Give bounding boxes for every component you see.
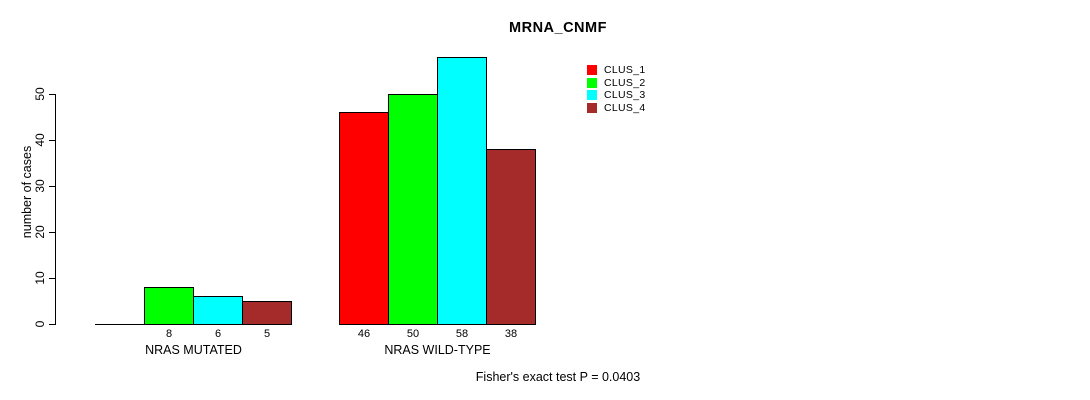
bar-value-label: 5 [263,328,271,340]
legend-item-clus-1: CLUS_1 [587,64,646,77]
chart-title: MRNA_CNMF [509,20,607,36]
bar-value-label: 50 [406,328,420,340]
y-tick-label: 10 [33,271,47,285]
legend-swatch-icon [587,77,597,88]
category-label-nras-wild-type: NRAS WILD-TYPE [384,343,491,357]
legend-swatch-icon [587,90,597,101]
y-tick-label: 40 [33,133,47,147]
bar-clus-4-nras-mutated [242,301,292,325]
legend-item-clus-4: CLUS_4 [587,102,646,115]
legend-swatch-icon [587,102,597,113]
bar-clus-2-nras-mutated [144,287,194,325]
y-tick [49,140,55,141]
y-tick [49,94,55,95]
bar-value-label: 8 [165,328,173,340]
legend-label: CLUS_1 [604,64,646,77]
y-tick-label: 20 [33,225,47,239]
legend-label: CLUS_3 [604,89,646,102]
y-tick [49,278,55,279]
y-tick-label: 50 [33,87,47,101]
annotation-text: Fisher's exact test P = 0.0403 [475,370,641,384]
category-label-nras-mutated: NRAS MUTATED [145,343,242,357]
legend-item-clus-3: CLUS_3 [587,89,646,102]
bar-value-label: 46 [357,328,371,340]
y-axis-line [55,94,56,325]
y-tick [49,232,55,233]
bar-clus-2-nras-wild-type [388,94,438,325]
bar-value-label: 58 [455,328,469,340]
legend-label: CLUS_2 [604,76,646,89]
bar-clus-3-nras-wild-type [437,57,487,325]
bar-clus-4-nras-wild-type [486,149,536,325]
legend-swatch-icon [587,65,597,76]
bar-clus-1-nras-mutated [95,324,145,325]
bar-value-label: 38 [504,328,518,340]
legend: CLUS_1 CLUS_2 CLUS_3 CLUS_4 [587,64,646,114]
bar-value-label: 6 [214,328,222,340]
y-tick [49,186,55,187]
y-tick-label: 30 [33,179,47,193]
legend-item-clus-2: CLUS_2 [587,77,646,90]
y-tick [49,324,55,325]
bar-clus-1-nras-wild-type [339,112,389,325]
legend-label: CLUS_4 [604,101,646,114]
y-axis-title: number of cases [20,145,34,239]
y-tick-label: 0 [33,320,47,328]
bar-clus-3-nras-mutated [193,296,243,325]
